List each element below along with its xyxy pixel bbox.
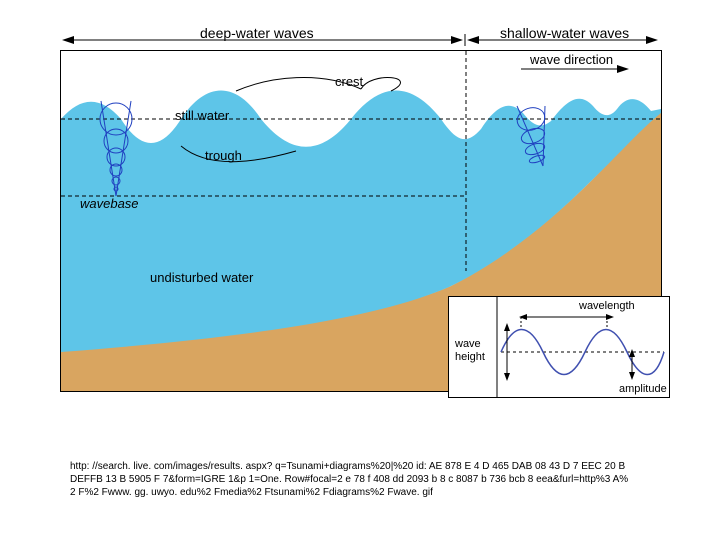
label-still-water: still water	[175, 108, 229, 123]
svg-text:wave: wave	[454, 338, 481, 350]
label-crest: crest	[335, 74, 363, 89]
svg-text:wavelength: wavelength	[578, 300, 635, 312]
label-undisturbed-water: undisturbed water	[150, 270, 253, 285]
label-wavebase: wavebase	[80, 196, 139, 211]
label-wave-direction: wave direction	[530, 52, 613, 67]
label-trough: trough	[205, 148, 242, 163]
source-url: http: //search. live. com/images/results…	[70, 460, 630, 499]
label-deep-water: deep-water waves	[200, 25, 314, 41]
label-shallow-water: shallow-water waves	[500, 25, 629, 41]
svg-text:amplitude: amplitude	[619, 383, 667, 395]
svg-text:height: height	[455, 351, 485, 363]
wave-diagram: deep-water waves shallow-water waves	[60, 20, 660, 420]
inset-diagram: wave height wavelength amplitude	[448, 296, 670, 398]
